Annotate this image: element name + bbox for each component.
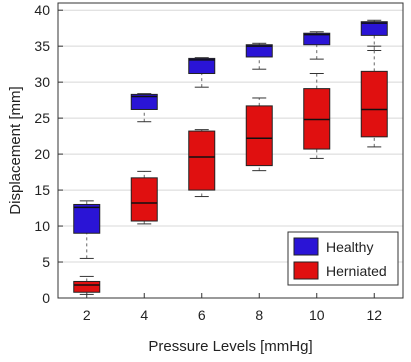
grid-lines (58, 9, 403, 299)
box-iqr (360, 21, 388, 36)
y-tick-label: 15 (34, 182, 50, 198)
herniated-box-2 (73, 275, 101, 295)
legend-label-healthy: Healthy (326, 239, 373, 255)
legend-label-herniated: Herniated (326, 263, 387, 279)
y-axis-label: Displacement [mm] (7, 86, 24, 214)
y-tick-label: 0 (42, 290, 50, 306)
y-tick-label: 25 (34, 110, 50, 126)
x-axis-ticks: 2 4 6 8 10 12 (83, 293, 382, 323)
x-tick-label: 8 (255, 307, 263, 323)
herniated-box-4 (130, 170, 158, 225)
y-tick-label: 30 (34, 74, 50, 90)
y-tick-label: 35 (34, 38, 50, 54)
healthy-box-4 (130, 93, 158, 123)
x-tick-label: 4 (140, 307, 148, 323)
box-iqr (130, 93, 158, 110)
boxes-layer (73, 19, 388, 295)
y-tick-label: 20 (34, 146, 50, 162)
healthy-box-8 (245, 42, 273, 70)
herniated-box-8 (245, 97, 273, 172)
x-tick-label: 6 (198, 307, 206, 323)
box-iqr (360, 70, 388, 138)
plot-frame (57, 2, 404, 299)
x-tick-label: 2 (83, 307, 91, 323)
y-axis-ticks: 0 5 10 15 20 25 30 35 40 (34, 2, 63, 306)
y-tick-label: 10 (34, 218, 50, 234)
x-tick-label: 12 (366, 307, 382, 323)
x-tick-label: 10 (309, 307, 325, 323)
box-iqr (188, 130, 216, 191)
box-iqr (245, 105, 273, 167)
healthy-box-12 (360, 19, 388, 51)
box-iqr (73, 203, 101, 234)
healthy-box-2 (73, 200, 101, 259)
box-iqr (303, 32, 331, 46)
healthy-box-6 (188, 57, 216, 88)
legend-swatch-herniated (293, 261, 319, 280)
herniated-box-12 (360, 45, 388, 148)
y-tick-label: 40 (34, 2, 50, 18)
legend-swatch-healthy (293, 237, 319, 256)
legend: Healthy Herniated (287, 231, 399, 286)
y-tick-label: 5 (42, 254, 50, 270)
healthy-box-10 (303, 31, 331, 60)
x-axis-label: Pressure Levels [mmHg] (148, 338, 312, 355)
box-iqr (73, 280, 101, 293)
herniated-box-10 (303, 73, 331, 159)
box-iqr (188, 57, 216, 75)
box-iqr (130, 177, 158, 222)
herniated-box-6 (188, 129, 216, 198)
box-iqr (245, 44, 273, 58)
